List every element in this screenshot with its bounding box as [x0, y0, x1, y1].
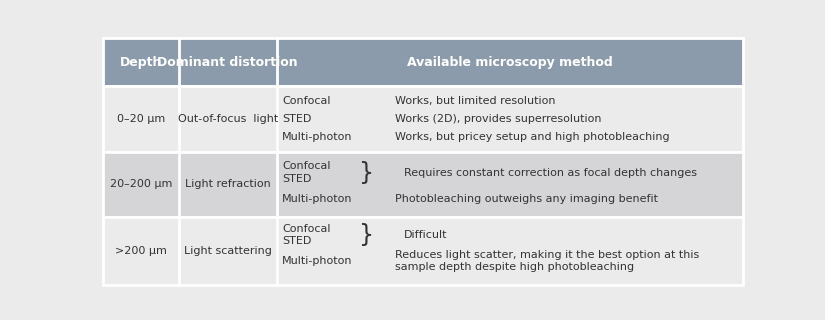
Text: Multi-photon: Multi-photon [282, 194, 352, 204]
Text: Works, but limited resolution: Works, but limited resolution [395, 96, 556, 106]
Text: 20–200 μm: 20–200 μm [110, 180, 172, 189]
Text: }: } [359, 223, 374, 247]
Bar [103, 86, 742, 152]
Text: }: } [359, 161, 374, 185]
Text: Photobleaching outweighs any imaging benefit: Photobleaching outweighs any imaging ben… [395, 194, 658, 204]
Text: >200 μm: >200 μm [115, 246, 167, 256]
Text: STED: STED [282, 114, 312, 124]
Text: Available microscopy method: Available microscopy method [407, 56, 613, 69]
Text: STED: STED [282, 174, 312, 184]
Text: Dominant distortion: Dominant distortion [158, 56, 298, 69]
Text: Light scattering: Light scattering [184, 246, 271, 256]
Text: Light refraction: Light refraction [185, 180, 271, 189]
Text: Confocal: Confocal [282, 224, 331, 234]
Text: Works (2D), provides superresolution: Works (2D), provides superresolution [395, 114, 601, 124]
Text: Confocal: Confocal [282, 96, 331, 106]
Text: Multi-photon: Multi-photon [282, 132, 352, 142]
Text: Works, but pricey setup and high photobleaching: Works, but pricey setup and high photobl… [395, 132, 670, 142]
Text: Confocal: Confocal [282, 161, 331, 171]
Text: STED: STED [282, 236, 312, 246]
Text: Reduces light scatter, making it the best option at this
sample depth despite hi: Reduces light scatter, making it the bes… [395, 250, 700, 272]
Bar [103, 217, 742, 285]
Text: Out-of-focus  light: Out-of-focus light [177, 114, 278, 124]
Text: Depth: Depth [120, 56, 162, 69]
Text: Multi-photon: Multi-photon [282, 256, 352, 266]
Bar [103, 38, 742, 86]
Text: Difficult: Difficult [403, 230, 447, 240]
Bar [103, 152, 742, 217]
Text: 0–20 μm: 0–20 μm [116, 114, 165, 124]
Text: Requires constant correction as focal depth changes: Requires constant correction as focal de… [403, 168, 696, 178]
